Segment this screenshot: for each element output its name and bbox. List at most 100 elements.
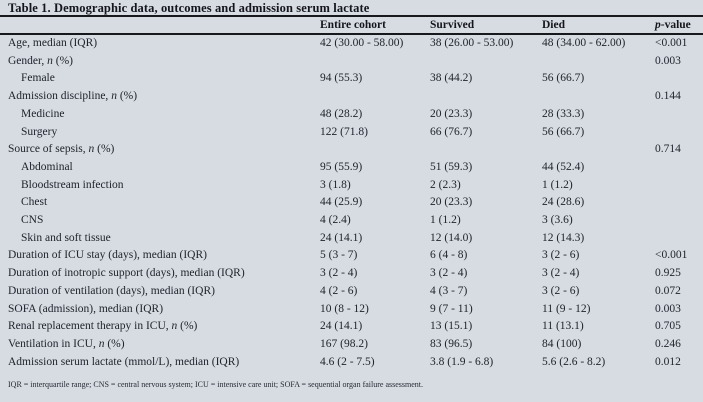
row-label: Duration of inotropic support (days), me…: [8, 267, 245, 280]
row-label: Gender, n (%): [8, 54, 74, 67]
cell-value: 48 (34.00 - 62.00): [542, 37, 626, 49]
row-label: Admission serum lactate (mmol/L), median…: [8, 355, 240, 368]
row-label: Duration of ventilation (days), median (…: [8, 284, 215, 297]
row-label: Ventilation in ICU, n (%): [8, 337, 125, 350]
cell-value: 84 (100): [542, 337, 582, 350]
table-title: Table 1. Demographic data, outcomes and …: [0, 0, 703, 17]
table-row: Female 94 (55.3) 38 (44.2) 56 (66.7): [0, 70, 703, 88]
cell-value: <0.001: [655, 249, 688, 262]
cell-value: 0.003: [655, 302, 681, 315]
cell-value: [320, 88, 430, 106]
cell-value: 11 (13.1): [542, 320, 584, 333]
row-label: Chest: [21, 196, 48, 209]
cell-value: 0.144: [655, 90, 681, 103]
cell-value: 44 (52.4): [542, 160, 585, 173]
row-label: Surgery: [21, 125, 58, 138]
cell-value: 122 (71.8): [320, 125, 368, 138]
cell-value: 24 (14.1): [320, 231, 363, 244]
cell-value: 94 (55.3): [320, 72, 363, 85]
cell-value: 3 (1.8): [320, 178, 351, 191]
cell-value: 11 (9 - 12): [542, 302, 591, 315]
cell-value: 48 (28.2): [320, 107, 363, 120]
cell-value: [430, 141, 542, 159]
row-label: Medicine: [21, 107, 65, 120]
cell-value: 3 (2 - 4): [320, 267, 358, 280]
cell-value: 56 (66.7): [542, 125, 585, 138]
table-row: Medicine 48 (28.2) 20 (23.3) 28 (33.3): [0, 106, 703, 124]
column-header: p-value: [655, 17, 703, 35]
table-row: Duration of ICU stay (days), median (IQR…: [0, 247, 703, 265]
cell-value: 24 (28.6): [542, 196, 585, 209]
cell-value: 28 (33.3): [542, 107, 585, 120]
cell-value: [655, 230, 703, 248]
row-label: Skin and soft tissue: [21, 231, 111, 244]
cell-value: <0.001: [655, 37, 688, 49]
cell-value: [320, 141, 430, 159]
table-row: Surgery 122 (71.8) 66 (76.7) 56 (66.7): [0, 124, 703, 142]
cell-value: 3 (3.6): [542, 214, 573, 227]
cell-value: 6 (4 - 8): [430, 249, 468, 262]
cell-value: [320, 53, 430, 71]
row-label: CNS: [21, 214, 44, 227]
cell-value: 5 (3 - 7): [320, 249, 358, 262]
cell-value: 3 (2 - 6): [542, 284, 580, 297]
cell-value: 51 (59.3): [430, 160, 473, 173]
table-footnote: IQR = interquartile range; CNS = central…: [8, 380, 423, 390]
row-label: Female: [21, 72, 55, 85]
cell-value: 95 (55.9): [320, 160, 363, 173]
cell-value: 5.6 (2.6 - 8.2): [542, 355, 606, 368]
cell-value: 4 (2 - 6): [320, 284, 358, 297]
column-header: Survived: [430, 17, 542, 35]
cell-value: [430, 88, 542, 106]
row-label: Abdominal: [21, 160, 73, 173]
cell-value: [430, 53, 542, 71]
column-header: Entire cohort: [320, 17, 430, 35]
table-row: Gender, n (%) 0.003: [0, 53, 703, 71]
table-row: Source of sepsis, n (%) 0.714: [0, 141, 703, 159]
table-row: SOFA (admission), median (IQR) 10 (8 - 12…: [0, 301, 703, 319]
cell-value: 0.003: [655, 54, 681, 67]
cell-value: 3 (2 - 4): [430, 267, 468, 280]
cell-value: 9 (7 - 11): [430, 302, 473, 315]
table-row: Age, median (IQR) 42 (30.00 - 58.00) 38 (2…: [0, 34, 703, 53]
column-header: Died: [542, 17, 655, 35]
row-label: Bloodstream infection: [21, 178, 124, 191]
table-row: Bloodstream infection 3 (1.8) 2 (2.3) 1 (1.…: [0, 177, 703, 195]
cell-value: 66 (76.7): [430, 125, 473, 138]
cell-value: [655, 70, 703, 88]
table-row: CNS 4 (2.4) 1 (1.2) 3 (3.6): [0, 212, 703, 230]
demographics-table: Entire cohort Survived Died p-value Age, me…: [0, 17, 703, 371]
cell-value: 83 (96.5): [430, 337, 473, 350]
cell-value: [655, 106, 703, 124]
table-row: Admission serum lactate (mmol/L), median…: [0, 354, 703, 372]
cell-value: 4.6 (2 - 7.5): [320, 355, 375, 368]
table-row: Admission discipline, n (%) 0.144: [0, 88, 703, 106]
cell-value: [655, 177, 703, 195]
cell-value: 0.012: [655, 355, 681, 368]
cell-value: 3 (2 - 4): [542, 267, 580, 280]
table-row: Chest 44 (25.9) 20 (23.3) 24 (28.6): [0, 194, 703, 212]
cell-value: 10 (8 - 12): [320, 302, 369, 315]
header-row: Entire cohort Survived Died p-value: [0, 17, 703, 35]
row-label: Source of sepsis, n (%): [8, 143, 115, 156]
cell-value: 0.925: [655, 267, 681, 280]
cell-value: [655, 124, 703, 142]
cell-value: [655, 159, 703, 177]
table-row: Duration of inotropic support (days), me…: [0, 265, 703, 283]
table-row: Renal replacement therapy in ICU, n (%) 2…: [0, 318, 703, 336]
cell-value: 0.705: [655, 320, 681, 333]
cell-value: 20 (23.3): [430, 196, 473, 209]
cell-value: 167 (98.2): [320, 337, 368, 350]
table-row: Abdominal 95 (55.9) 51 (59.3) 44 (52.4): [0, 159, 703, 177]
table-body: Age, median (IQR) 42 (30.00 - 58.00) 38 (2…: [0, 34, 703, 371]
cell-value: 12 (14.0): [430, 231, 473, 244]
cell-value: 0.072: [655, 284, 681, 297]
table-row: Ventilation in ICU, n (%) 167 (98.2) 83 (9…: [0, 336, 703, 354]
cell-value: 24 (14.1): [320, 320, 363, 333]
cell-value: 20 (23.3): [430, 107, 473, 120]
row-label: Age, median (IQR): [8, 37, 98, 49]
table-row: Skin and soft tissue 24 (14.1) 12 (14.0) 12…: [0, 230, 703, 248]
cell-value: 4 (2.4): [320, 214, 351, 227]
cell-value: [655, 212, 703, 230]
